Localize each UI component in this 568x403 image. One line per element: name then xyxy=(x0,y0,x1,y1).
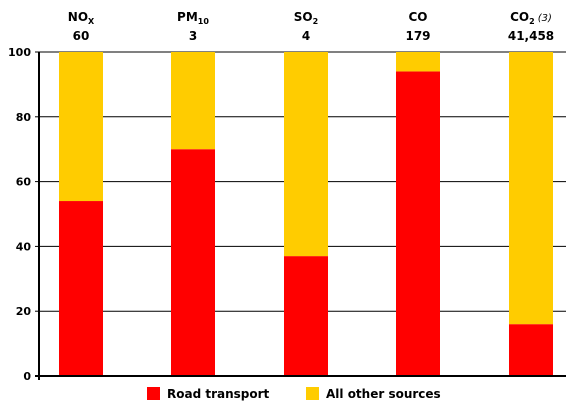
legend: Road transport All other sources xyxy=(147,387,441,401)
y-tick-label: 40 xyxy=(16,240,32,253)
category-total: 179 xyxy=(405,29,430,43)
y-tick-label: 100 xyxy=(8,46,31,59)
category-name: SO2 xyxy=(294,10,318,26)
y-tick-label: 0 xyxy=(23,370,31,383)
category-name: CO2 (3) xyxy=(510,10,552,26)
bar-road-transport xyxy=(396,71,440,376)
bar-road-transport xyxy=(509,324,553,376)
bar-other-sources xyxy=(59,52,103,202)
y-tick-label: 20 xyxy=(16,305,32,318)
category-total: 4 xyxy=(302,29,310,43)
axes: 0 20 40 60 80 100 xyxy=(8,46,566,383)
bar-other-sources xyxy=(171,52,215,150)
bars xyxy=(59,52,553,376)
legend-label: All other sources xyxy=(326,387,441,401)
bar-road-transport xyxy=(59,201,103,376)
legend-swatch-other-sources xyxy=(306,387,319,400)
category-headers: NOX 60 PM10 3 SO2 4 CO 179 CO2 (3) 41,458 xyxy=(68,10,554,43)
bar-other-sources xyxy=(509,52,553,325)
legend-swatch-road-transport xyxy=(147,387,160,400)
category-name: PM10 xyxy=(177,10,209,26)
legend-label: Road transport xyxy=(167,387,270,401)
category-name: NOX xyxy=(68,10,95,26)
y-tick-label: 80 xyxy=(16,111,32,124)
y-tick-label: 60 xyxy=(16,176,32,189)
category-total: 60 xyxy=(73,29,90,43)
bar-road-transport xyxy=(284,256,328,376)
category-name: CO xyxy=(408,10,427,24)
bar-road-transport xyxy=(171,149,215,376)
category-total: 3 xyxy=(189,29,197,43)
category-total: 41,458 xyxy=(508,29,554,43)
bar-other-sources xyxy=(284,52,328,257)
bar-other-sources xyxy=(396,52,440,72)
